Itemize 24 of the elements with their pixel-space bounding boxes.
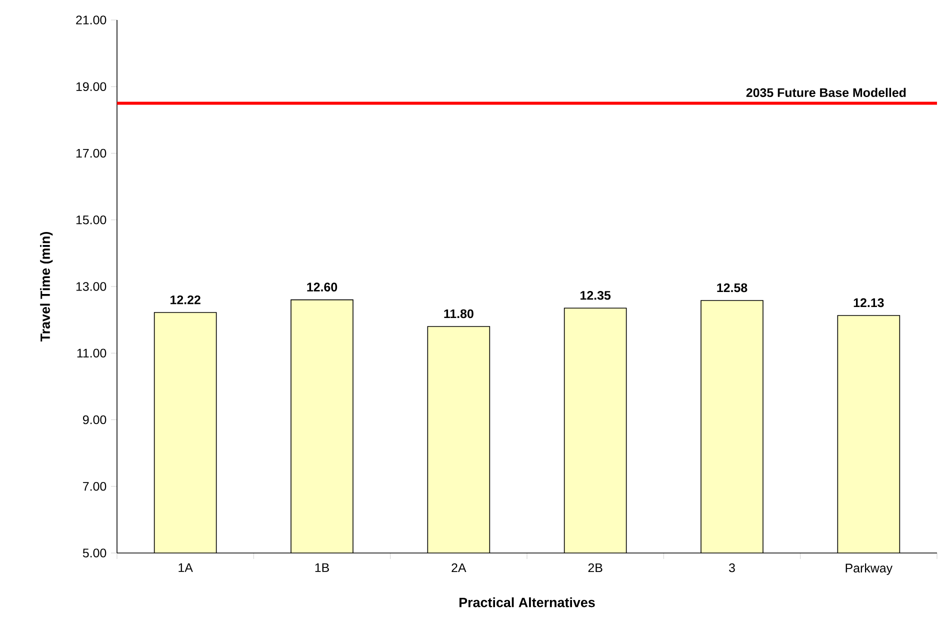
- y-tick-label: 11.00: [77, 348, 106, 358]
- y-tick-label: 19.00: [76, 82, 106, 92]
- y-axis-title: Travel Time (min): [40, 232, 53, 342]
- data-label: 11.80: [444, 309, 474, 318]
- data-label: 12.60: [307, 282, 338, 292]
- data-label: 12.22: [170, 295, 200, 304]
- data-label: 12.58: [717, 283, 748, 292]
- x-axis-title: Practical Alternatives: [460, 597, 595, 608]
- x-tick-label: 1A: [178, 563, 193, 572]
- ref-line-label: 2035 Future Base Modelled: [746, 88, 906, 98]
- x-tick-label: Parkway: [846, 563, 893, 575]
- y-tick-label: 9.00: [82, 415, 106, 424]
- data-label: 12.35: [580, 290, 611, 300]
- x-tick-label: 3: [729, 563, 735, 572]
- y-tick-label: 7.00: [83, 482, 106, 491]
- x-tick-label: 2A: [452, 563, 466, 572]
- y-tick-label: 13.00: [76, 282, 106, 291]
- y-tick-label: 17.00: [76, 148, 106, 158]
- y-tick-label: 5.00: [82, 548, 106, 558]
- y-tick-label: 15.00: [76, 215, 106, 224]
- x-tick-label: 1B: [315, 563, 329, 572]
- x-tick-label: 2B: [588, 563, 602, 572]
- y-tick-label: 21.00: [76, 16, 106, 24]
- data-label: 12.13: [854, 298, 884, 308]
